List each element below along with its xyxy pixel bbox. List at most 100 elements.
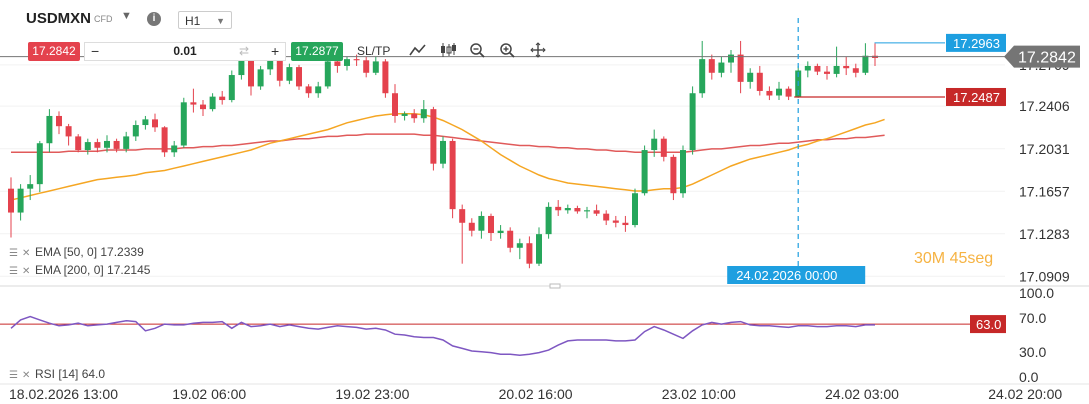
candle-body (776, 88, 782, 96)
candle-body (516, 243, 523, 248)
candle-body (238, 59, 245, 76)
candle-body (401, 113, 408, 116)
increase-button[interactable]: + (271, 43, 280, 59)
candle-body (833, 65, 840, 74)
countdown-seconds-unit: seg (967, 250, 994, 267)
timeframe-value: H1 (185, 14, 201, 28)
ema200-series (11, 133, 885, 154)
symbol-name[interactable]: USDMXN (26, 10, 92, 27)
ema200-line (11, 133, 885, 154)
candle-body (593, 210, 600, 214)
candle-body (372, 61, 379, 73)
candle-body (824, 71, 830, 74)
rsi-tick-label: 0.0 (1019, 369, 1039, 385)
candle-body (440, 140, 446, 164)
candle-body (286, 67, 293, 81)
candle-body (94, 142, 101, 148)
price-tick-label: 17.1657 (1019, 183, 1070, 199)
line-chart-icon[interactable] (409, 42, 427, 61)
ema50-series (10, 112, 885, 201)
rsi-legend-label: RSI [14] 64.0 (35, 367, 106, 381)
quantity-stepper: − 0.01 ⇄ + (84, 42, 286, 61)
move-icon[interactable] (529, 42, 547, 61)
time-tick-label: 19.02 06:00 (172, 386, 246, 402)
candles-icon[interactable] (439, 42, 457, 61)
info-icon[interactable]: i (147, 12, 161, 26)
candle-body (344, 59, 350, 66)
candle-body (8, 188, 14, 213)
rsi-level-tag (970, 315, 1006, 334)
timeframe-select[interactable]: H1 ▼ (178, 11, 232, 29)
candle-body (200, 104, 206, 110)
candle-body (104, 140, 110, 148)
candle-body (142, 119, 149, 126)
zoom-in-icon[interactable] (499, 42, 517, 61)
buy-button[interactable]: 17.2877 (291, 42, 343, 61)
decrease-button[interactable]: − (91, 43, 100, 59)
candle-body (315, 86, 322, 94)
ema200-legend-label: EMA [200, 0] 17.2145 (35, 263, 151, 277)
close-icon[interactable]: ✕ (22, 266, 31, 277)
candle-body (555, 206, 562, 211)
quantity-input[interactable]: 0.01 (173, 44, 197, 58)
candle-body (488, 215, 494, 233)
ema50-line (10, 112, 885, 201)
candle-body (257, 69, 264, 87)
menu-icon: ☰ (9, 248, 18, 259)
time-tick-label: 24.02 03:00 (825, 386, 899, 402)
countdown-seconds: 45 (949, 250, 968, 267)
time-tick-label: 23.02 10:00 (662, 386, 736, 402)
candle-body (699, 59, 706, 94)
candle-body (36, 143, 43, 185)
candle-body (190, 102, 197, 105)
candle-body (219, 96, 226, 101)
candle-body (113, 140, 120, 149)
time-tick-label: 20.02 16:00 (499, 386, 573, 402)
chart-toolbar: USDMXN CFD ▼ i H1 ▼ 17.2842 − 0.01 ⇄ + 17… (0, 0, 1089, 70)
candle-body (766, 90, 773, 96)
candle-body (689, 93, 696, 151)
crosshair-price-tag (946, 33, 1006, 52)
candle-body (737, 54, 744, 82)
sltp-button[interactable]: SL/TP (357, 44, 391, 58)
rsi-legend[interactable]: ☰ ✕ RSI [14] 64.0 (9, 367, 105, 381)
candle-body (296, 67, 302, 87)
swap-icon[interactable]: ⇄ (239, 44, 250, 58)
candle-body (248, 59, 254, 87)
sell-button[interactable]: 17.2842 (28, 42, 80, 61)
candle-body (507, 230, 514, 248)
candle-body (363, 60, 370, 73)
rsi-series (0, 315, 970, 356)
ema200-legend[interactable]: ☰ ✕ EMA [200, 0] 17.2145 (9, 263, 150, 277)
close-icon[interactable]: ✕ (22, 370, 31, 381)
zoom-out-icon[interactable] (469, 42, 487, 61)
candle-body (65, 126, 72, 137)
current-price-tag (1004, 45, 1080, 68)
candle-body (862, 55, 869, 73)
candle-body (728, 54, 734, 63)
candle-body (708, 59, 715, 73)
candle-body (680, 150, 686, 194)
candle-body (420, 109, 427, 119)
candlestick-series (8, 40, 878, 269)
candle-body (468, 222, 475, 231)
crosshair-price-label: 17.2963 (953, 36, 1000, 51)
candle-body (171, 145, 178, 153)
ema50-legend[interactable]: ☰ ✕ EMA [50, 0] 17.2339 (9, 245, 144, 259)
price-tick-label: 17.0909 (1019, 268, 1070, 284)
candle-body (209, 96, 216, 110)
candle-body (392, 93, 398, 116)
chevron-down-icon[interactable]: ▼ (121, 10, 132, 22)
candle-body (449, 140, 456, 210)
close-icon[interactable]: ✕ (22, 248, 31, 259)
candle-body (852, 68, 859, 73)
candle-body (641, 150, 648, 194)
crosshair-time-tag (727, 266, 866, 284)
candle-body (660, 138, 667, 157)
candle-body (152, 119, 158, 128)
time-tick-label: 24.02 20:00 (988, 386, 1062, 402)
candle-body (75, 136, 82, 151)
candle-body (17, 188, 24, 213)
rsi-tick-label: 100.0 (1019, 285, 1054, 301)
